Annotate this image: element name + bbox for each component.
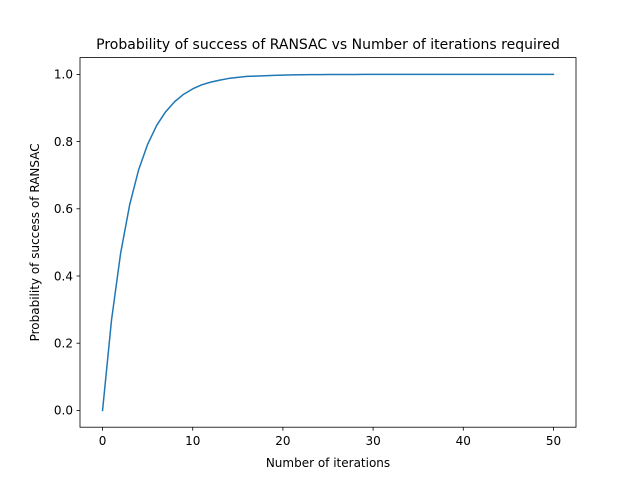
plot-frame [79, 57, 577, 428]
y-tick-label: 0.0 [54, 404, 73, 418]
x-ticks: 0 10 20 30 40 50 [99, 427, 561, 448]
chart-title: Probability of success of RANSAC vs Numb… [96, 37, 560, 53]
x-tick-label: 50 [546, 434, 561, 448]
y-tick-label: 0.2 [54, 337, 73, 351]
y-tick-label: 0.6 [54, 202, 73, 216]
x-tick-label: 10 [185, 434, 200, 448]
series-line [101, 73, 555, 412]
x-axis-label: Number of iterations [266, 456, 390, 470]
y-ticks: 0.0 0.2 0.4 0.6 0.8 1.0 [54, 68, 80, 418]
y-axis-label: Probability of success of RANSAC [28, 143, 42, 341]
x-tick-label: 30 [365, 434, 380, 448]
x-tick-label: 20 [275, 434, 290, 448]
x-tick-label: 40 [456, 434, 471, 448]
y-tick-label: 0.8 [54, 135, 73, 149]
x-tick-label: 0 [99, 434, 107, 448]
y-tick-label: 1.0 [54, 68, 73, 82]
y-tick-label: 0.4 [54, 269, 73, 283]
